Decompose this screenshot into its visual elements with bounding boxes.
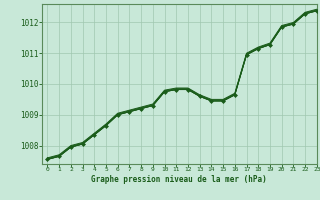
X-axis label: Graphe pression niveau de la mer (hPa): Graphe pression niveau de la mer (hPa) [91, 175, 267, 184]
